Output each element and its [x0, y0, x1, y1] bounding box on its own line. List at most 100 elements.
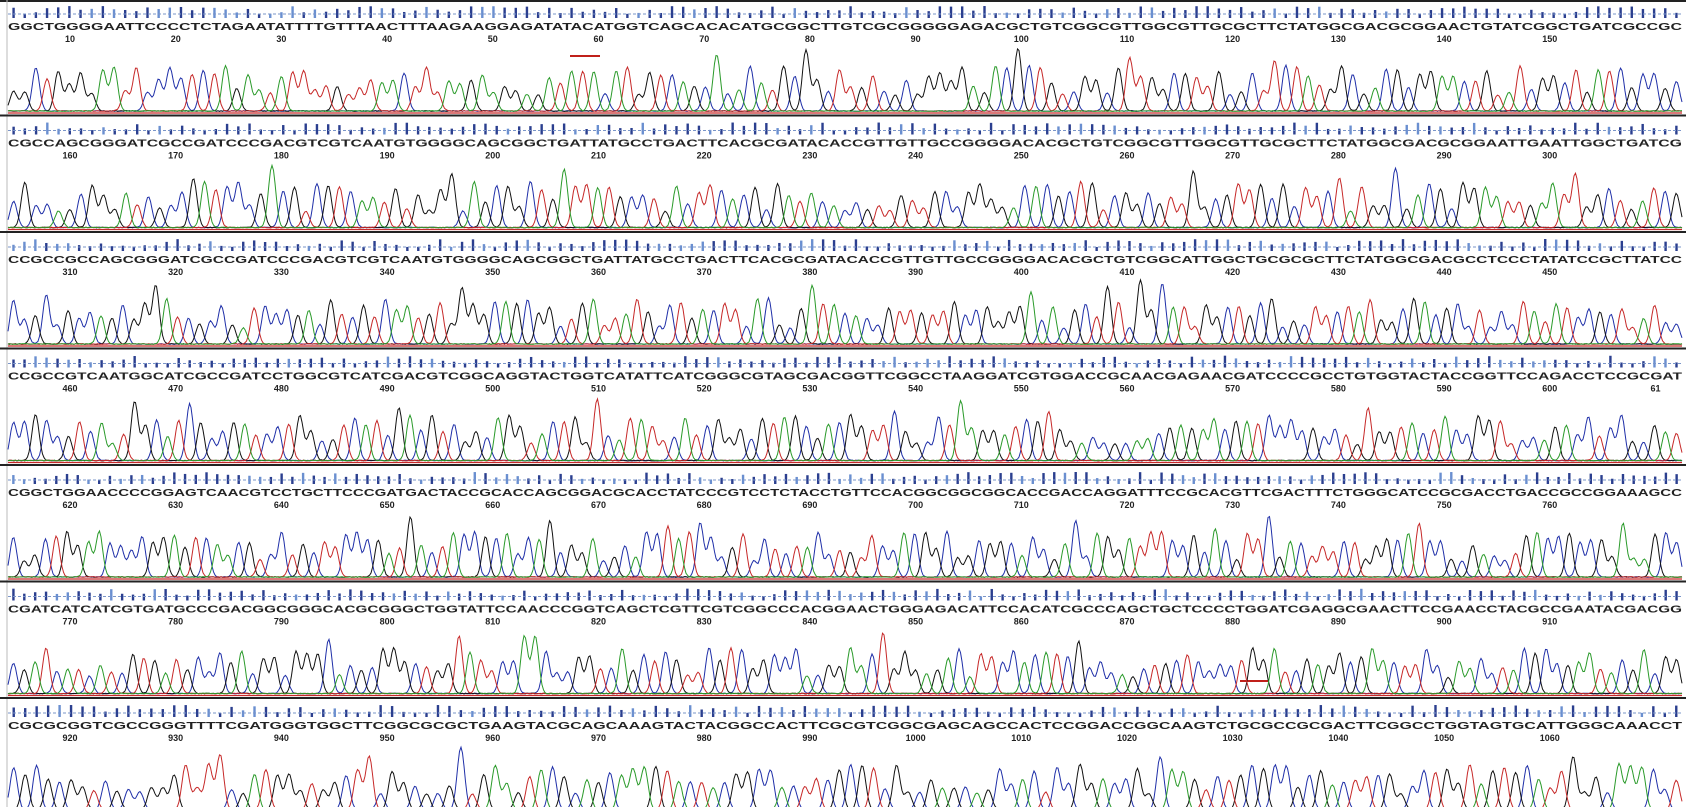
- quality-bar: [1136, 126, 1138, 134]
- quality-bar: [197, 590, 199, 601]
- quality-bar: [1216, 239, 1218, 251]
- quality-bar: [1173, 8, 1175, 18]
- quality-bar: [358, 7, 360, 18]
- quality-bar: [925, 591, 927, 600]
- quality-bar: [175, 595, 177, 601]
- quality-bar: [486, 361, 488, 367]
- quality-bar: [1279, 362, 1281, 368]
- quality-bar: [1400, 713, 1402, 717]
- quality-bar: [450, 247, 452, 251]
- quality-bar: [185, 705, 187, 717]
- quality-bar: [56, 594, 58, 601]
- quality-bar: [1042, 473, 1044, 484]
- position-label: 480: [274, 384, 289, 394]
- quality-bar: [1075, 472, 1077, 484]
- quality-bar: [1338, 129, 1340, 135]
- trace: [8, 57, 1682, 111]
- quality-bar: [1356, 362, 1358, 367]
- quality-bar: [816, 12, 818, 18]
- quality-bar: [1106, 242, 1108, 251]
- quality-bar: [1378, 361, 1380, 367]
- quality-bar: [458, 594, 460, 601]
- quality-bar: [1469, 590, 1471, 600]
- quality-bar: [494, 706, 496, 717]
- quality-bar: [66, 474, 68, 484]
- quality-bar: [904, 594, 906, 600]
- quality-bar: [12, 589, 14, 601]
- quality-bar: [1078, 589, 1080, 600]
- quality-bar: [1284, 589, 1286, 600]
- quality-bar: [35, 706, 37, 717]
- quality-bar: [472, 239, 474, 251]
- quality-bar: [406, 247, 408, 251]
- quality-bar: [570, 8, 572, 18]
- quality-bar: [506, 474, 508, 484]
- quality-bar: [248, 124, 250, 135]
- quality-bar: [439, 239, 441, 251]
- quality-bar: [1343, 706, 1345, 717]
- quality-bar: [341, 240, 343, 251]
- position-label: 960: [485, 733, 500, 743]
- quality-bar: [46, 8, 48, 18]
- quality-bar: [321, 358, 323, 368]
- quality-bar: [1664, 8, 1666, 18]
- quality-bar: [904, 362, 906, 367]
- quality-bar: [24, 14, 26, 18]
- quality-bar: [1205, 240, 1207, 251]
- quality-bar: [325, 12, 327, 18]
- quality-bar: [1534, 590, 1536, 601]
- position-label: 750: [1437, 500, 1452, 510]
- quality-bar: [205, 472, 207, 484]
- quality-bar: [794, 8, 796, 18]
- quality-bar: [1385, 11, 1387, 18]
- quality-bar: [719, 591, 721, 600]
- quality-bar: [1641, 124, 1643, 135]
- quality-bar: [1450, 472, 1452, 484]
- quality-bar: [1632, 595, 1634, 601]
- quality-bar: [983, 6, 985, 18]
- quality-bar: [1555, 240, 1557, 251]
- position-label: 890: [1331, 617, 1346, 627]
- position-label: 870: [1119, 617, 1134, 627]
- quality-bar: [1675, 706, 1677, 717]
- quality-bar: [671, 6, 673, 18]
- quality-bar: [253, 706, 255, 717]
- quality-bar: [953, 240, 955, 251]
- quality-bar: [1095, 247, 1097, 251]
- quality-bar: [1056, 591, 1058, 601]
- quality-bar: [765, 123, 767, 134]
- quality-bar: [855, 239, 857, 251]
- quality-bar: [1664, 713, 1666, 717]
- quality-bar: [1519, 14, 1521, 18]
- position-label: 820: [591, 617, 606, 627]
- quality-bar: [1606, 706, 1608, 717]
- quality-bar: [111, 246, 113, 251]
- quality-bar: [1139, 472, 1141, 484]
- quality-bar: [1240, 7, 1242, 18]
- quality-bar: [1246, 361, 1248, 367]
- quality-bar: [180, 7, 182, 18]
- position-label: 700: [908, 500, 923, 510]
- quality-bar: [967, 128, 969, 134]
- quality-bar: [1473, 123, 1475, 135]
- quality-bar: [251, 594, 253, 600]
- quality-bar: [1067, 591, 1069, 600]
- position-label: 80: [805, 34, 815, 44]
- page: GGCTGGGGAATTCCCCTCTAGAATATTTTGTTTAACTTTA…: [0, 0, 1686, 807]
- quality-bar: [662, 362, 664, 368]
- quality-bar: [1026, 362, 1028, 367]
- quality-bar: [1345, 357, 1347, 368]
- quality-bar: [275, 242, 277, 251]
- quality-bar: [1338, 589, 1340, 600]
- quality-bar: [1090, 711, 1092, 717]
- position-label: 950: [380, 733, 395, 743]
- position-label: 140: [1437, 34, 1452, 44]
- quality-bar: [404, 591, 406, 601]
- quality-bar: [911, 123, 913, 134]
- quality-bar: [1336, 247, 1338, 251]
- quality-bar: [1248, 129, 1250, 135]
- quality-bar: [1205, 711, 1207, 717]
- quality-bar: [1148, 710, 1150, 717]
- position-label: 590: [1437, 384, 1452, 394]
- quality-bar: [909, 245, 911, 251]
